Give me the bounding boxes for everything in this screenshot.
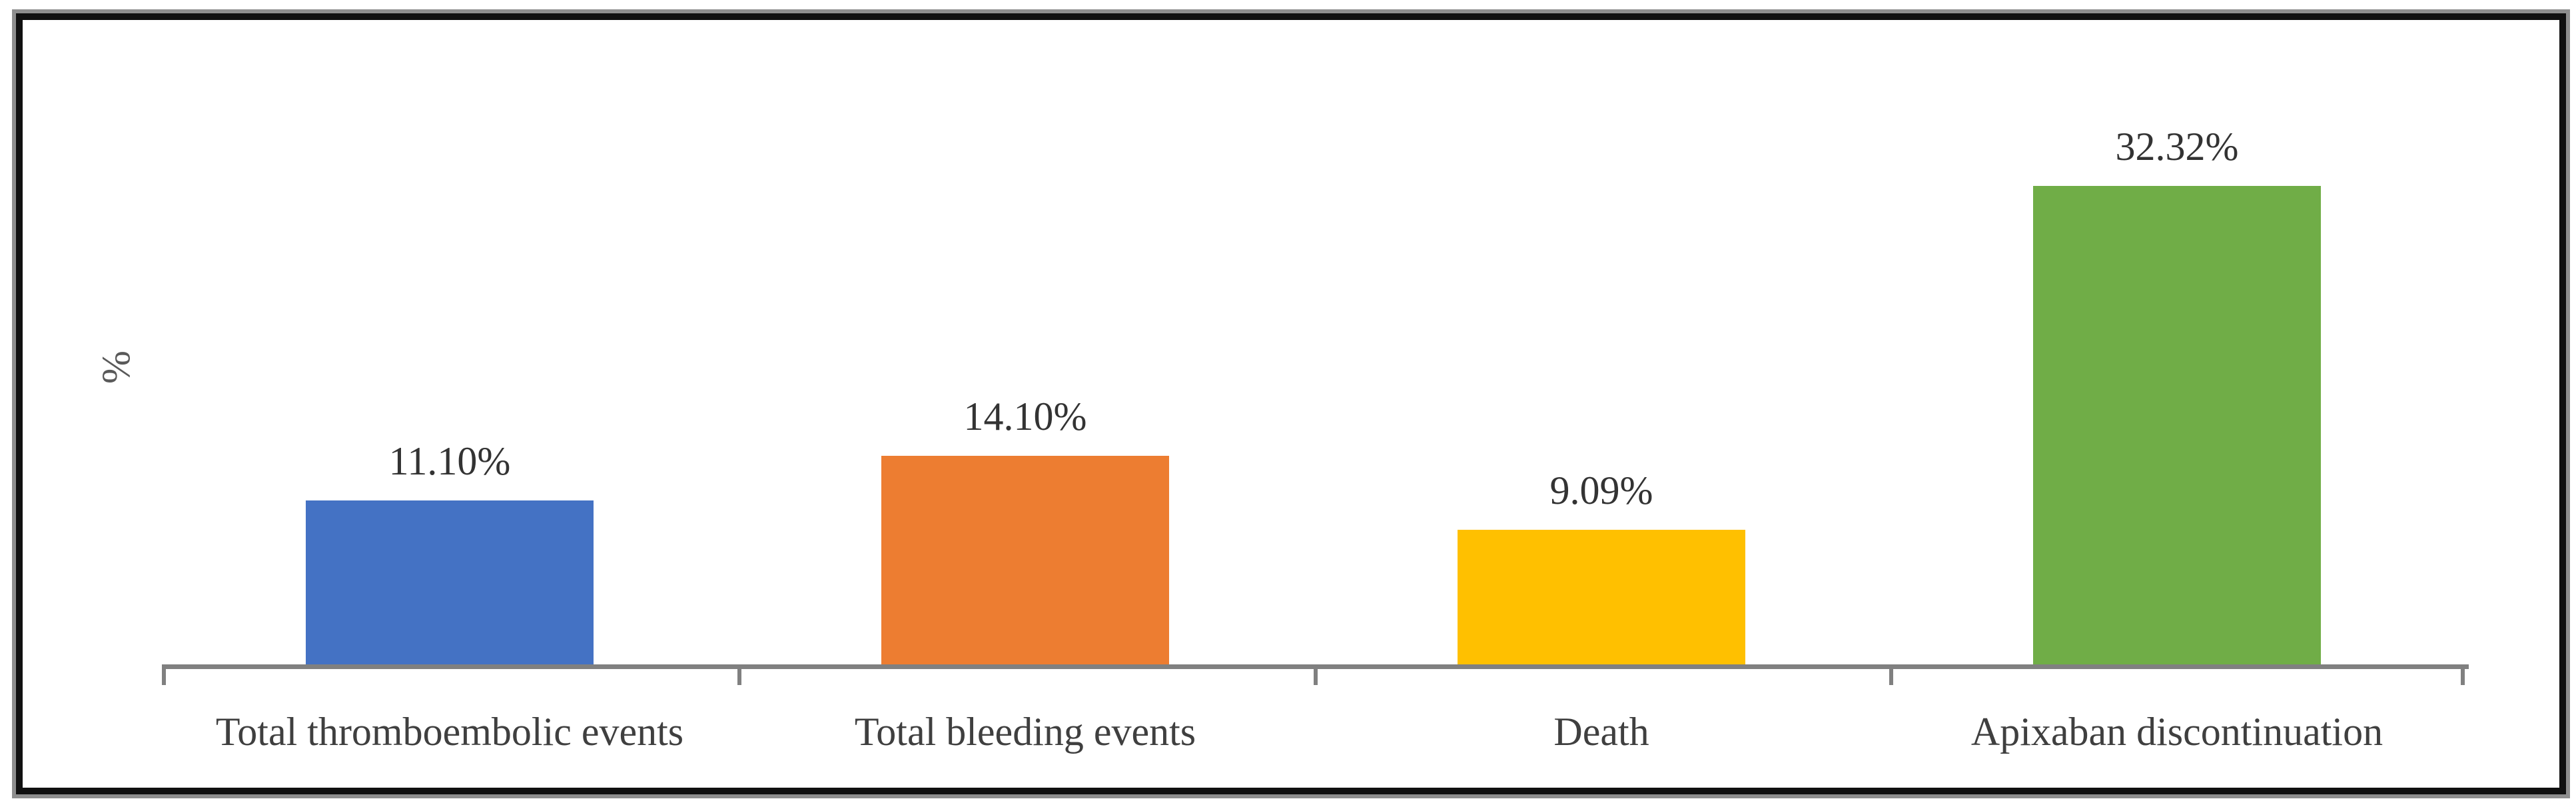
bar-death: [1458, 530, 1745, 664]
category-label: Total bleeding events: [854, 710, 1196, 754]
bar-total-thromboembolic-events: [306, 500, 594, 664]
chart-frame-border: [12, 9, 2570, 798]
axis-tick: [1889, 664, 1893, 685]
category-label: Apixaban discontinuation: [1970, 710, 2383, 754]
data-label: 32.32%: [2115, 125, 2239, 169]
data-label: 14.10%: [963, 395, 1087, 438]
bar-total-bleeding-events: [881, 456, 1169, 664]
axis-tick: [1314, 664, 1318, 685]
bar-apixaban-discontinuation: [2033, 186, 2321, 664]
data-label: 9.09%: [1549, 468, 1653, 512]
axis-tick: [2461, 664, 2465, 685]
category-label: Total thromboembolic events: [215, 710, 684, 754]
axis-tick: [737, 664, 741, 685]
data-label: 11.10%: [388, 439, 511, 483]
axis-tick: [162, 664, 166, 685]
y-axis-label: %: [94, 351, 138, 384]
category-label: Death: [1553, 710, 1649, 754]
